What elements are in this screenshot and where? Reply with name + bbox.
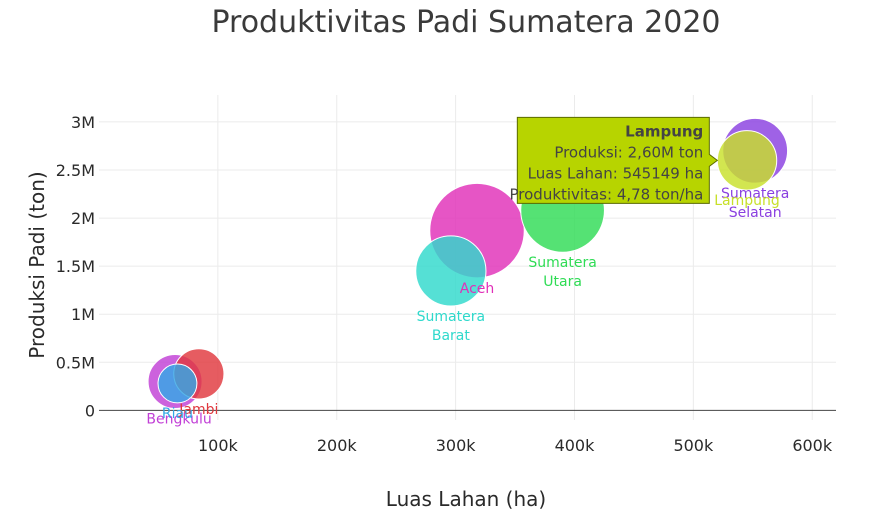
x-tick-label: 300k (436, 436, 477, 455)
tooltip-line: Produktivitas: 4,78 ton/ha (510, 185, 704, 203)
y-tick-label: 1.5M (56, 257, 95, 276)
tooltip-line: Luas Lahan: 545149 ha (528, 164, 704, 182)
y-tick-label: 1M (71, 305, 95, 324)
tooltip-box (516, 116, 719, 204)
bubble-label: Utara (543, 274, 582, 290)
tooltip-line: Produksi: 2,60M ton (554, 143, 703, 161)
y-tick-label: 0.5M (56, 353, 95, 372)
x-tick-label: 100k (198, 436, 239, 455)
bubble-lampung[interactable] (716, 130, 778, 191)
bubble-label: Sumatera (721, 186, 789, 202)
bubble-label: Aceh (460, 281, 495, 297)
bubble-label: Sumatera (528, 255, 596, 271)
bubbles-layer[interactable] (147, 117, 789, 410)
bubble-label: Barat (432, 328, 471, 344)
x-tick-label: 200k (317, 436, 358, 455)
y-tick-label: 0 (85, 401, 95, 420)
chart-title: Produktivitas Padi Sumatera 2020 (211, 5, 721, 40)
y-axis-title: Produksi Padi (ton) (25, 171, 49, 358)
x-axis-ticks: 100k 200k 300k 400k 500k 600k (198, 436, 833, 455)
x-axis-title: Luas Lahan (ha) (386, 487, 546, 511)
y-tick-label: 2M (71, 209, 95, 228)
bubble-sumatera-barat[interactable] (415, 235, 487, 307)
x-tick-label: 500k (673, 436, 714, 455)
bubble-label: Lampung (714, 193, 780, 209)
y-tick-label: 2.5M (56, 161, 95, 180)
y-tick-label: 3M (71, 113, 95, 132)
tooltip-title: Lampung (625, 122, 703, 140)
bubble-label: Bengkulu (146, 412, 211, 428)
bubble-label: Sumatera (417, 309, 485, 325)
bubble-label: Jambi (178, 402, 218, 418)
x-tick-label: 600k (792, 436, 833, 455)
x-tick-label: 400k (555, 436, 596, 455)
bubble-riau[interactable] (157, 363, 198, 404)
hover-tooltip: Lampung Produksi: 2,60M ton Luas Lahan: 54… (510, 116, 719, 204)
bubble-label: Selatan (729, 205, 782, 221)
bubble-label: Riau (162, 406, 193, 422)
y-axis-ticks: 0 0.5M 1M 1.5M 2M 2.5M 3M (56, 113, 95, 420)
